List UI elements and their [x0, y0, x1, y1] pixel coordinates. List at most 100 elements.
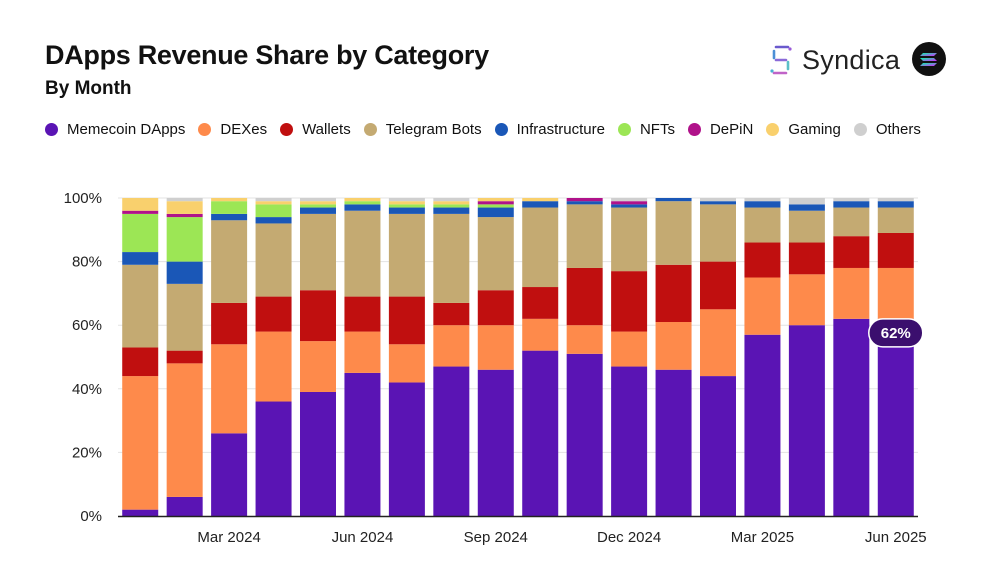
bar-segment [522, 318, 559, 351]
bar-segment [255, 198, 292, 202]
bar-segment [122, 213, 159, 253]
bar-segment [877, 198, 914, 202]
bar-segment [388, 344, 425, 383]
bar-segment [566, 325, 603, 354]
bar-segment [522, 201, 559, 208]
bar-segment [522, 350, 559, 516]
chart-subtitle: By Month [45, 78, 132, 99]
legend-item: DePiN [687, 121, 754, 138]
bar-segment [166, 363, 203, 497]
y-tick-label: 100% [64, 190, 102, 207]
legend-label: DePiN [709, 121, 754, 138]
bar-segment [433, 213, 470, 303]
legend-item: Memecoin DApps [45, 121, 185, 138]
bar-segment [300, 198, 336, 202]
syndica-logo-icon [770, 45, 792, 75]
legend-swatch [853, 123, 867, 136]
bar-segment [833, 236, 870, 268]
bar-segment [300, 201, 336, 205]
bar-segment [344, 331, 381, 373]
bar-segment [122, 198, 159, 211]
bar-segment [300, 341, 336, 392]
bar-segment [433, 201, 470, 205]
bar-segment [566, 198, 603, 202]
legend-swatch [687, 123, 701, 136]
bar-segment [833, 201, 870, 208]
bar-segment [433, 325, 470, 367]
legend-label: DEXes [220, 121, 268, 138]
bar-segment [655, 198, 692, 202]
bar-segment [166, 283, 203, 351]
bar-segment [388, 207, 425, 214]
legend-label: Telegram Bots [385, 121, 482, 138]
bar-segment [744, 277, 781, 335]
solana-logo-icon [912, 42, 946, 76]
y-tick-label: 60% [72, 317, 102, 334]
legend-swatch [766, 123, 780, 136]
legend-swatch [363, 123, 377, 136]
bar-segment [655, 322, 692, 370]
bar-segment [566, 353, 603, 516]
bar-segment [166, 217, 203, 262]
bar-segment [700, 201, 736, 205]
bar-segment [122, 210, 159, 214]
bar-segment [255, 217, 292, 224]
bar-segment [255, 204, 292, 218]
bar-segment [566, 204, 603, 268]
legend-label: Wallets [302, 121, 351, 138]
bar-segment [300, 207, 336, 214]
bar-segment [522, 207, 559, 288]
bar-segment [255, 331, 292, 402]
chart-legend: Memecoin DApps DEXes Wallets Telegram Bots I… [45, 121, 921, 138]
x-tick-label: Mar 2025 [731, 529, 794, 546]
x-tick-label: Jun 2024 [332, 529, 394, 546]
bar-segment [477, 204, 514, 208]
legend-label: Others [875, 121, 921, 138]
bar-segment [744, 334, 781, 516]
legend-item: Gaming [766, 121, 841, 138]
bar-segment [877, 318, 914, 516]
bar-segment [700, 204, 736, 262]
y-tick-label: 0% [80, 508, 102, 525]
bar-segment [166, 261, 203, 284]
legend-item: DEXes [198, 121, 267, 138]
x-tick-label: Dec 2024 [597, 529, 661, 546]
bar-segment [122, 347, 159, 377]
bar-segment [744, 198, 781, 202]
legend-swatch [617, 123, 631, 136]
legend-item: Wallets [280, 121, 351, 138]
bar-segment [611, 204, 648, 208]
y-tick-label: 40% [72, 381, 102, 398]
bar-segment [344, 296, 381, 332]
bar-segment [388, 201, 425, 205]
bar-segment [611, 271, 648, 332]
bar-segment [655, 369, 692, 516]
bar-segment [211, 198, 248, 202]
bar-segment [744, 201, 781, 208]
bar-segment [477, 369, 514, 516]
bar-segment [166, 350, 203, 364]
bar-segment [477, 217, 514, 291]
bar-segment [611, 207, 648, 272]
bar-segment [877, 207, 914, 233]
bar-segment [388, 204, 425, 208]
bar-segment [833, 267, 870, 319]
bar-segment [166, 198, 203, 202]
x-tick-label: Sep 2024 [464, 529, 528, 546]
annotation-label: 62% [881, 325, 911, 342]
x-tick-label: Jun 2025 [865, 529, 927, 546]
bar-segment [255, 401, 292, 516]
legend-item: Telegram Bots [363, 121, 482, 138]
bar-segment [433, 198, 470, 202]
y-tick-label: 80% [72, 254, 102, 271]
bar-segment [877, 232, 914, 268]
bar-segment [744, 242, 781, 278]
bar-segment [122, 509, 159, 516]
bar-segment [700, 261, 736, 310]
bar-segment [255, 296, 292, 332]
x-tick-label: Mar 2024 [197, 529, 260, 546]
bar-segment [122, 376, 159, 510]
bar-segment [566, 267, 603, 326]
bar-segment [833, 318, 870, 516]
bar-segment [477, 201, 514, 205]
